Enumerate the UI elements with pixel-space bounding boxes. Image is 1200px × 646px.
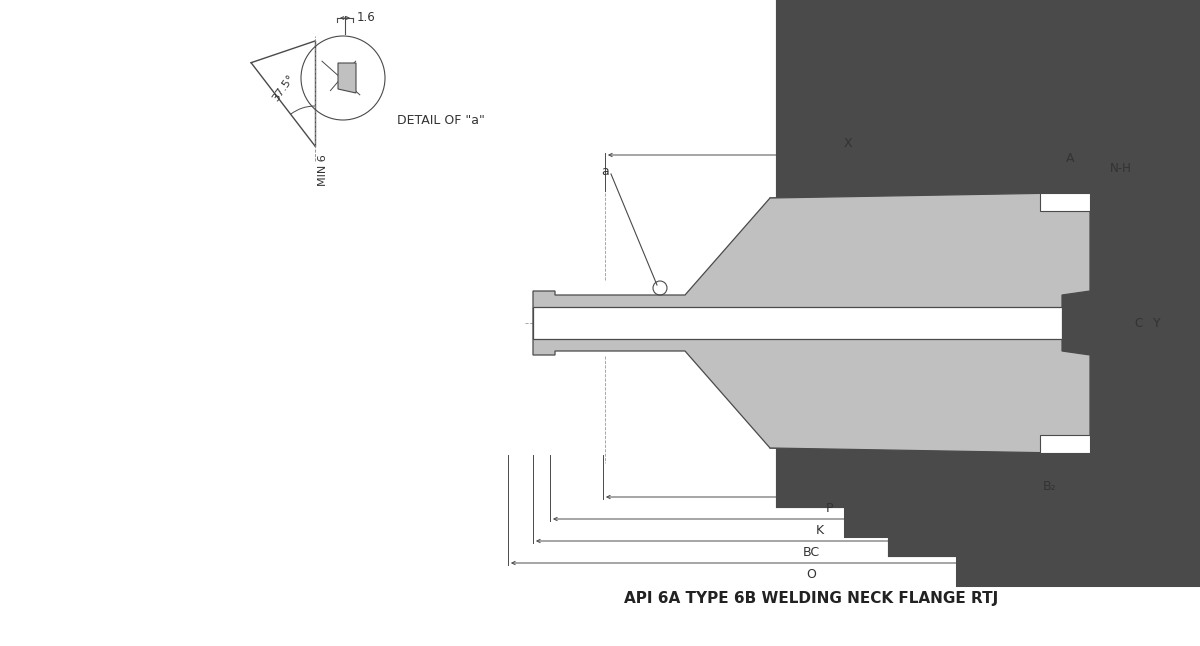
Text: A: A	[1066, 152, 1074, 165]
Text: O: O	[806, 568, 816, 581]
Text: B₂: B₂	[1043, 480, 1057, 493]
Text: a: a	[601, 165, 608, 178]
Text: N-H: N-H	[1110, 162, 1132, 175]
Text: MIN 6: MIN 6	[318, 154, 328, 186]
Text: DETAIL OF "a": DETAIL OF "a"	[397, 114, 485, 127]
Text: 1.6: 1.6	[358, 10, 376, 23]
Text: 37.5°: 37.5°	[270, 73, 295, 103]
Text: K: K	[816, 524, 824, 537]
Polygon shape	[533, 307, 1062, 339]
Text: P: P	[827, 502, 834, 515]
Bar	[1040, 193, 1090, 211]
Polygon shape	[533, 193, 1090, 453]
Polygon shape	[338, 63, 356, 93]
Text: E: E	[1042, 317, 1049, 329]
Text: Y: Y	[1153, 317, 1160, 329]
Text: BC: BC	[803, 546, 820, 559]
Text: C: C	[1134, 317, 1142, 329]
Bar	[1040, 435, 1090, 453]
Text: X: X	[844, 137, 852, 150]
Text: API 6A TYPE 6B WELDING NECK FLANGE RTJ: API 6A TYPE 6B WELDING NECK FLANGE RTJ	[624, 591, 998, 606]
